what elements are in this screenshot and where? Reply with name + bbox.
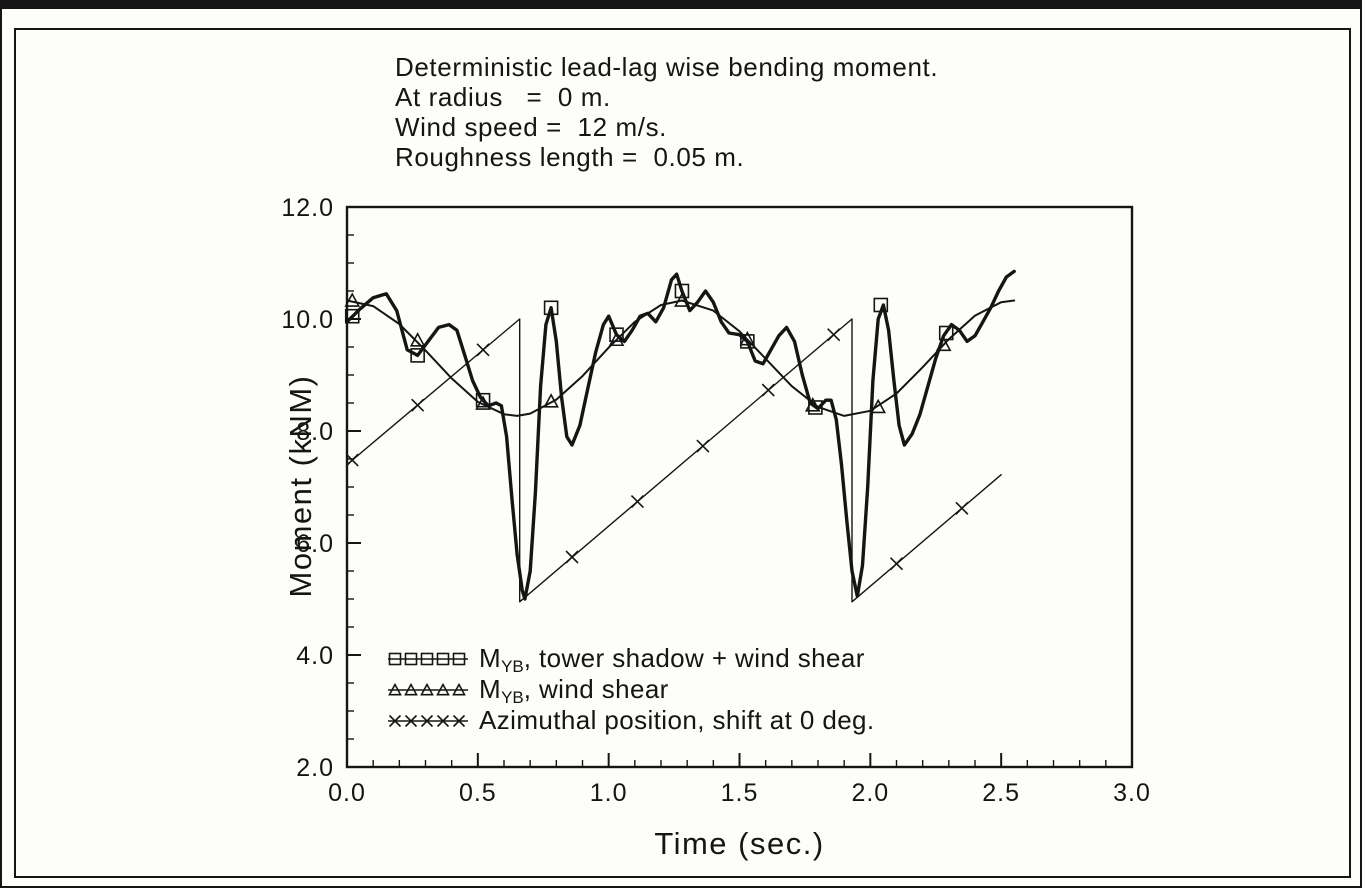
page-top-border <box>2 2 1360 9</box>
triangle-marker <box>935 336 952 352</box>
triangle-marker <box>409 332 426 347</box>
x-tick-label: 2.5 <box>982 779 1020 807</box>
x-marker <box>565 550 579 564</box>
triangle-marker <box>420 682 434 695</box>
legend-row-wind-shear: MYB, wind shear <box>386 674 875 707</box>
y-axis-label: Moment (kNM) <box>283 374 318 598</box>
x-marker <box>955 501 969 515</box>
title-line-2: At radius = 0 m. <box>395 82 611 112</box>
legend-label-rest: , tower shadow + wind shear <box>523 643 865 673</box>
x-tick-label: 0.5 <box>459 779 497 807</box>
square-marker <box>344 308 360 324</box>
triangle-marker <box>804 397 821 412</box>
x-tick-label: 1.0 <box>590 779 628 807</box>
triangle-marker <box>870 398 887 414</box>
y-tick-label: 2.0 <box>296 754 334 782</box>
x-marker <box>411 398 425 412</box>
legend: MYB, tower shadow + wind shear MYB, wind… <box>386 643 875 736</box>
legend-label-wind-shear: MYB, wind shear <box>479 674 669 707</box>
x-axis-label: Time (sec.) <box>654 826 825 861</box>
triangle-marker <box>436 682 450 695</box>
square-marker <box>740 334 755 349</box>
chart-title-block: Deterministic lead-lag wise bending mome… <box>395 52 938 172</box>
legend-label-main: Azimuthal position, shift at 0 deg. <box>479 705 875 735</box>
legend-label-sub: YB <box>501 657 524 676</box>
title-line-4: Roughness length = 0.05 m. <box>395 142 745 172</box>
x-tick-label: 2.0 <box>851 779 889 807</box>
legend-key-square-series <box>388 652 468 665</box>
square-marker <box>452 652 466 665</box>
x-marker <box>827 328 841 342</box>
y-tick-label: 10.0 <box>281 306 334 334</box>
x-tick-label: 3.0 <box>1113 779 1151 807</box>
y-tick-label: 12.0 <box>281 194 334 222</box>
x-marker <box>388 714 402 727</box>
triangle-marker <box>388 682 402 695</box>
title-line-3: Wind speed = 12 m/s. <box>395 112 668 142</box>
x-marker <box>630 494 645 509</box>
legend-label-sub: YB <box>501 688 524 707</box>
legend-row-azimuthal: Azimuthal position, shift at 0 deg. <box>386 705 875 736</box>
series-line-triangle <box>346 299 1016 417</box>
title-line-1: Deterministic lead-lag wise bending mome… <box>395 52 939 82</box>
x-marker <box>345 453 359 467</box>
triangle-marker <box>674 292 690 307</box>
x-marker <box>452 714 466 727</box>
legend-label-azimuthal: Azimuthal position, shift at 0 deg. <box>479 705 875 736</box>
square-marker <box>420 652 434 665</box>
triangle-marker <box>475 395 491 410</box>
triangle-marker <box>452 682 466 695</box>
square-marker <box>436 652 450 665</box>
square-marker <box>543 300 559 316</box>
square-marker <box>873 297 889 313</box>
triangle-marker <box>739 330 756 346</box>
y-tick-label: 4.0 <box>296 642 334 670</box>
x-marker <box>761 383 775 397</box>
square-marker <box>388 652 402 665</box>
legend-label-tower-shadow: MYB, tower shadow + wind shear <box>479 643 865 676</box>
square-marker <box>938 325 954 341</box>
x-marker <box>696 439 710 453</box>
y-tick-label: 6.0 <box>296 530 334 558</box>
triangle-marker <box>543 393 559 408</box>
square-marker <box>404 652 418 665</box>
x-marker <box>436 714 450 727</box>
series-line-square <box>345 269 1016 601</box>
x-tick-label: 0.0 <box>328 779 366 807</box>
x-marker <box>404 714 418 727</box>
legend-key-x-series <box>388 714 468 727</box>
square-marker <box>410 348 425 363</box>
triangle-marker <box>344 292 361 307</box>
legend-row-tower-shadow: MYB, tower shadow + wind shear <box>386 643 875 676</box>
legend-label-main: M <box>479 643 502 673</box>
legend-key-triangle-series <box>388 682 468 695</box>
x-tick-label: 1.5 <box>721 779 759 807</box>
legend-label-main: M <box>479 674 502 704</box>
series-line-x <box>346 318 1002 603</box>
x-marker <box>476 343 490 357</box>
legend-label-rest: , wind shear <box>523 674 669 704</box>
triangle-marker <box>608 331 625 347</box>
x-marker <box>889 557 904 571</box>
square-marker <box>674 283 690 299</box>
x-marker <box>420 714 434 727</box>
triangle-marker <box>404 682 418 695</box>
y-tick-label: 8.0 <box>296 418 334 446</box>
